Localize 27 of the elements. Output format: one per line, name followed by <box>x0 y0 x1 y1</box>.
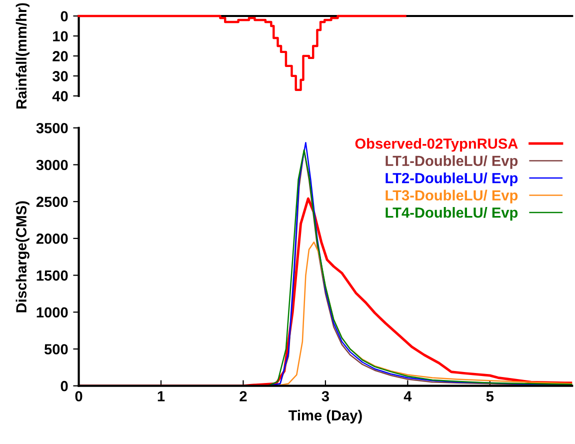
legend-label: Observed-02TypnRUSA <box>355 138 518 152</box>
legend-label: LT4-DoubleLU/ Evp <box>386 207 518 221</box>
y-tick-label: 3500 <box>36 122 68 134</box>
x-tick-label: 5 <box>486 391 494 402</box>
y-tick-label: 3000 <box>36 160 68 170</box>
x-tick-label: 1 <box>158 391 165 402</box>
legend-label: LT1-DoubleLU/ Evp <box>386 155 518 169</box>
x-tick-label: 3 <box>322 391 329 402</box>
y-tick-label: 30 <box>52 71 68 82</box>
y-tick-label: 1500 <box>36 270 68 281</box>
y-tick-label: 2500 <box>36 196 68 208</box>
x-tick-label: 4 <box>404 391 412 402</box>
y-tick-label: 20 <box>52 51 68 62</box>
y-tick-label: 0 <box>60 380 68 392</box>
x-axis-title: Time (Day) <box>288 410 362 424</box>
x-tick-label: 0 <box>75 391 82 402</box>
y-tick-label: 2000 <box>36 234 68 244</box>
y-tick-label: 0 <box>60 11 68 22</box>
y-tick-label: 1000 <box>36 307 68 318</box>
y-tick-label: 10 <box>53 31 68 42</box>
legend-label: LT3-DoubleLU/ Evp <box>386 190 518 204</box>
y-tick-label: 500 <box>44 344 68 354</box>
y-tick-label: 40 <box>52 91 68 102</box>
x-tick-label: 2 <box>240 391 247 402</box>
legend-label: LT2-DoubleLU/ Evp <box>386 172 518 186</box>
y-axis-title: Discharge(CMS) <box>16 201 30 312</box>
y-axis-title: Rainfall(mm/hr) <box>16 3 30 108</box>
